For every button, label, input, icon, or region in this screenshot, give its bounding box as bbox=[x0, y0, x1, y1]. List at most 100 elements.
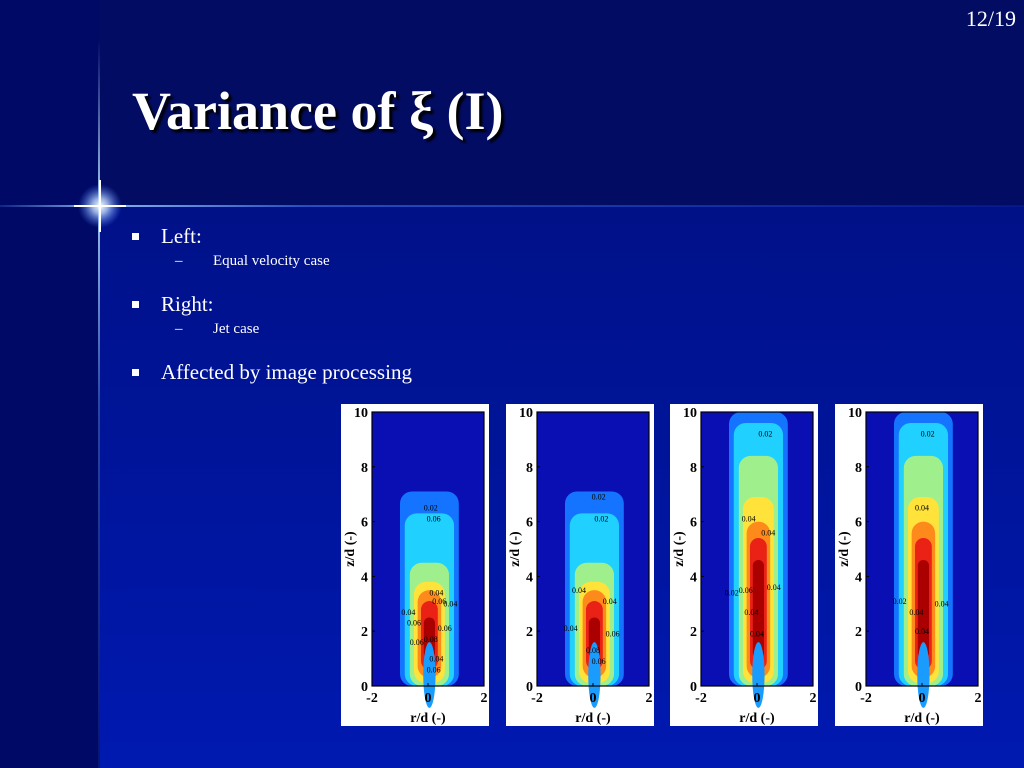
contour-label: 0.04 bbox=[915, 504, 929, 513]
sub-bullet-item: – Jet case bbox=[175, 318, 412, 340]
y-tick-label: 2 bbox=[361, 625, 368, 640]
y-tick-label: 4 bbox=[690, 570, 697, 585]
y-tick-label: 10 bbox=[848, 406, 862, 421]
contour-plot-jet-2: 0.02 0.04 0.04 0.02 0.04 0.04 10 8 6 4 2 0 -2 0 2 r/d (… bbox=[835, 404, 983, 726]
y-axis-label: z/d (-) bbox=[343, 531, 358, 567]
y-axis-label: z/d (-) bbox=[508, 531, 523, 567]
bullet-item: Right: bbox=[132, 290, 412, 318]
y-tick-label: 8 bbox=[690, 461, 697, 476]
contour-label: 0.02 bbox=[594, 515, 608, 524]
y-tick-label: 6 bbox=[690, 516, 697, 531]
y-tick-label: 6 bbox=[526, 516, 533, 531]
bullet-text: Affected by image processing bbox=[161, 359, 412, 384]
contour-label: 0.04 bbox=[742, 515, 756, 524]
contour-label: 0.08 bbox=[424, 635, 438, 644]
x-tick-label: 2 bbox=[481, 691, 488, 706]
x-tick-label: -2 bbox=[695, 691, 707, 706]
jet-core-region bbox=[588, 642, 601, 708]
sub-bullet-text: Equal velocity case bbox=[213, 252, 330, 269]
x-axis-label: r/d (-) bbox=[410, 711, 446, 726]
contour-label: 0.06 bbox=[438, 624, 452, 633]
x-axis-label: r/d (-) bbox=[575, 711, 611, 726]
contour-plot-jet-1: 0.02 0.04 0.04 0.06 0.04 0.02 0.04 0.04 10 8 6 4 2 0-… bbox=[670, 404, 818, 726]
y-tick-label: 0 bbox=[690, 680, 697, 695]
x-tick-label: 0 bbox=[754, 691, 761, 706]
x-tick-label: 0 bbox=[425, 691, 432, 706]
bullet-square-icon bbox=[132, 232, 139, 240]
sub-bullet-item: – Equal velocity case bbox=[175, 250, 412, 272]
vertical-glow-line bbox=[98, 40, 100, 768]
contour-plot-equal-velocity-2: 0.02 0.02 0.04 0.04 0.04 0.06 0.08 0.06 10 8 6 4 2 0-… bbox=[506, 404, 654, 726]
bullet-square-icon bbox=[132, 300, 139, 308]
contour-label: 0.04 bbox=[744, 608, 758, 617]
contour-label: 0.02 bbox=[725, 589, 739, 598]
dash-icon: – bbox=[175, 320, 183, 337]
contour-label: 0.06 bbox=[606, 630, 620, 639]
contour-label: 0.06 bbox=[432, 597, 446, 606]
y-tick-label: 2 bbox=[855, 625, 862, 640]
contour-label: 0.04 bbox=[603, 597, 617, 606]
x-tick-label: 0 bbox=[590, 691, 597, 706]
y-tick-label: 4 bbox=[526, 570, 533, 585]
contour-label: 0.06 bbox=[592, 657, 606, 666]
x-axis-label: r/d (-) bbox=[739, 711, 775, 726]
x-axis-label: r/d (-) bbox=[904, 711, 940, 726]
slide-number: 12/19 bbox=[965, 6, 1016, 31]
x-tick-label: -2 bbox=[366, 691, 378, 706]
x-tick-label: 2 bbox=[810, 691, 817, 706]
title-band bbox=[100, 0, 1024, 206]
contour-label: 0.02 bbox=[592, 493, 606, 502]
contour-label: 0.06 bbox=[410, 638, 424, 647]
contour-band bbox=[917, 559, 929, 659]
sub-bullet-text: Jet case bbox=[213, 320, 260, 337]
bullet-text: Right: bbox=[161, 291, 214, 316]
contour-label: 0.04 bbox=[443, 600, 457, 609]
contour-label: 0.06 bbox=[407, 619, 421, 628]
jet-core-region bbox=[917, 642, 930, 708]
contour-plot-svg: 0.020.020.040.040.040.060.080.061086420-… bbox=[508, 406, 653, 726]
y-tick-label: 0 bbox=[526, 680, 533, 695]
jet-core-region bbox=[423, 642, 436, 708]
contour-label: 0.04 bbox=[401, 608, 415, 617]
y-tick-label: 0 bbox=[361, 680, 368, 695]
y-tick-label: 6 bbox=[361, 516, 368, 531]
y-axis-label: z/d (-) bbox=[672, 531, 687, 567]
horizontal-glow-line bbox=[0, 205, 1024, 207]
bullet-text: Left: bbox=[161, 223, 202, 248]
y-tick-label: 10 bbox=[354, 406, 368, 421]
dash-icon: – bbox=[175, 252, 183, 269]
y-tick-label: 0 bbox=[855, 680, 862, 695]
contour-plot-svg: 0.020.060.040.060.040.040.06 0.080.040.06… bbox=[343, 406, 488, 726]
contour-label: 0.04 bbox=[429, 589, 443, 598]
left-strip bbox=[0, 0, 100, 768]
contour-label: 0.04 bbox=[564, 624, 578, 633]
y-tick-label: 4 bbox=[855, 570, 862, 585]
y-tick-label: 6 bbox=[855, 516, 862, 531]
contour-band bbox=[752, 559, 764, 659]
x-tick-label: 2 bbox=[975, 691, 982, 706]
contour-label: 0.02 bbox=[424, 504, 438, 513]
y-axis-label: z/d (-) bbox=[837, 531, 852, 567]
bullet-list: Left: – Equal velocity case Right: – Jet c… bbox=[132, 222, 412, 386]
contour-label: 0.04 bbox=[750, 630, 764, 639]
contour-label: 0.02 bbox=[921, 430, 935, 439]
bullet-item: Left: bbox=[132, 222, 412, 250]
contour-label: 0.04 bbox=[761, 528, 775, 537]
contour-plot-equal-velocity-1: 0.02 0.06 0.04 0.06 0.04 0.04 0.06 0.08 0.04 0.06… bbox=[341, 404, 489, 726]
contour-label: 0.08 bbox=[586, 646, 600, 655]
contour-label: 0.06 bbox=[427, 665, 441, 674]
bullet-square-icon bbox=[132, 368, 139, 376]
sparkle-icon bbox=[74, 180, 126, 232]
slide-title: Variance of ξ (I) bbox=[132, 81, 504, 141]
contour-label: 0.04 bbox=[572, 586, 586, 595]
x-tick-label: -2 bbox=[860, 691, 872, 706]
x-tick-label: -2 bbox=[531, 691, 543, 706]
contour-label: 0.04 bbox=[767, 583, 781, 592]
jet-core-region bbox=[752, 642, 765, 708]
contour-label: 0.02 bbox=[758, 430, 772, 439]
y-tick-label: 10 bbox=[683, 406, 697, 421]
y-tick-label: 8 bbox=[526, 461, 533, 476]
y-tick-label: 2 bbox=[526, 625, 533, 640]
contour-label: 0.02 bbox=[893, 597, 907, 606]
